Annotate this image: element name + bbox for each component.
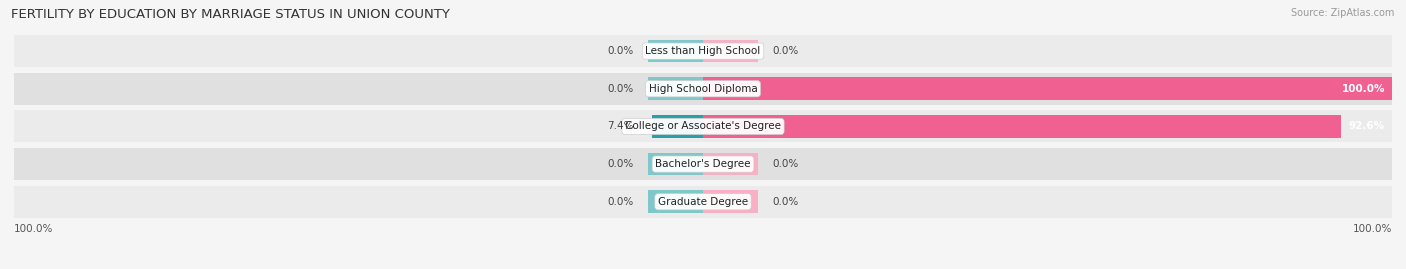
Bar	[648, 153, 703, 175]
Text: 0.0%: 0.0%	[772, 197, 799, 207]
Bar	[14, 73, 1392, 105]
Bar	[648, 40, 703, 62]
Text: Graduate Degree: Graduate Degree	[658, 197, 748, 207]
Bar	[703, 77, 1392, 100]
Bar	[648, 190, 703, 213]
Text: 0.0%: 0.0%	[607, 197, 634, 207]
Bar	[14, 110, 1392, 142]
Text: Less than High School: Less than High School	[645, 46, 761, 56]
Text: Bachelor's Degree: Bachelor's Degree	[655, 159, 751, 169]
Text: 0.0%: 0.0%	[607, 159, 634, 169]
Text: 92.6%: 92.6%	[1348, 121, 1385, 132]
Bar	[14, 186, 1392, 218]
Text: FERTILITY BY EDUCATION BY MARRIAGE STATUS IN UNION COUNTY: FERTILITY BY EDUCATION BY MARRIAGE STATU…	[11, 8, 450, 21]
Text: College or Associate's Degree: College or Associate's Degree	[626, 121, 780, 132]
Text: 100.0%: 100.0%	[14, 224, 53, 234]
Text: 100.0%: 100.0%	[1353, 224, 1392, 234]
Text: 0.0%: 0.0%	[607, 84, 634, 94]
Bar	[648, 77, 703, 100]
Text: 7.4%: 7.4%	[607, 121, 634, 132]
Text: High School Diploma: High School Diploma	[648, 84, 758, 94]
Bar	[703, 190, 758, 213]
Text: 0.0%: 0.0%	[772, 46, 799, 56]
Bar	[703, 115, 1341, 138]
Bar	[652, 115, 703, 138]
Text: 0.0%: 0.0%	[607, 46, 634, 56]
Text: 100.0%: 100.0%	[1341, 84, 1385, 94]
Bar	[14, 35, 1392, 67]
Bar	[14, 148, 1392, 180]
Text: Source: ZipAtlas.com: Source: ZipAtlas.com	[1291, 8, 1395, 18]
Bar	[703, 153, 758, 175]
Text: 0.0%: 0.0%	[772, 159, 799, 169]
Bar	[703, 40, 758, 62]
